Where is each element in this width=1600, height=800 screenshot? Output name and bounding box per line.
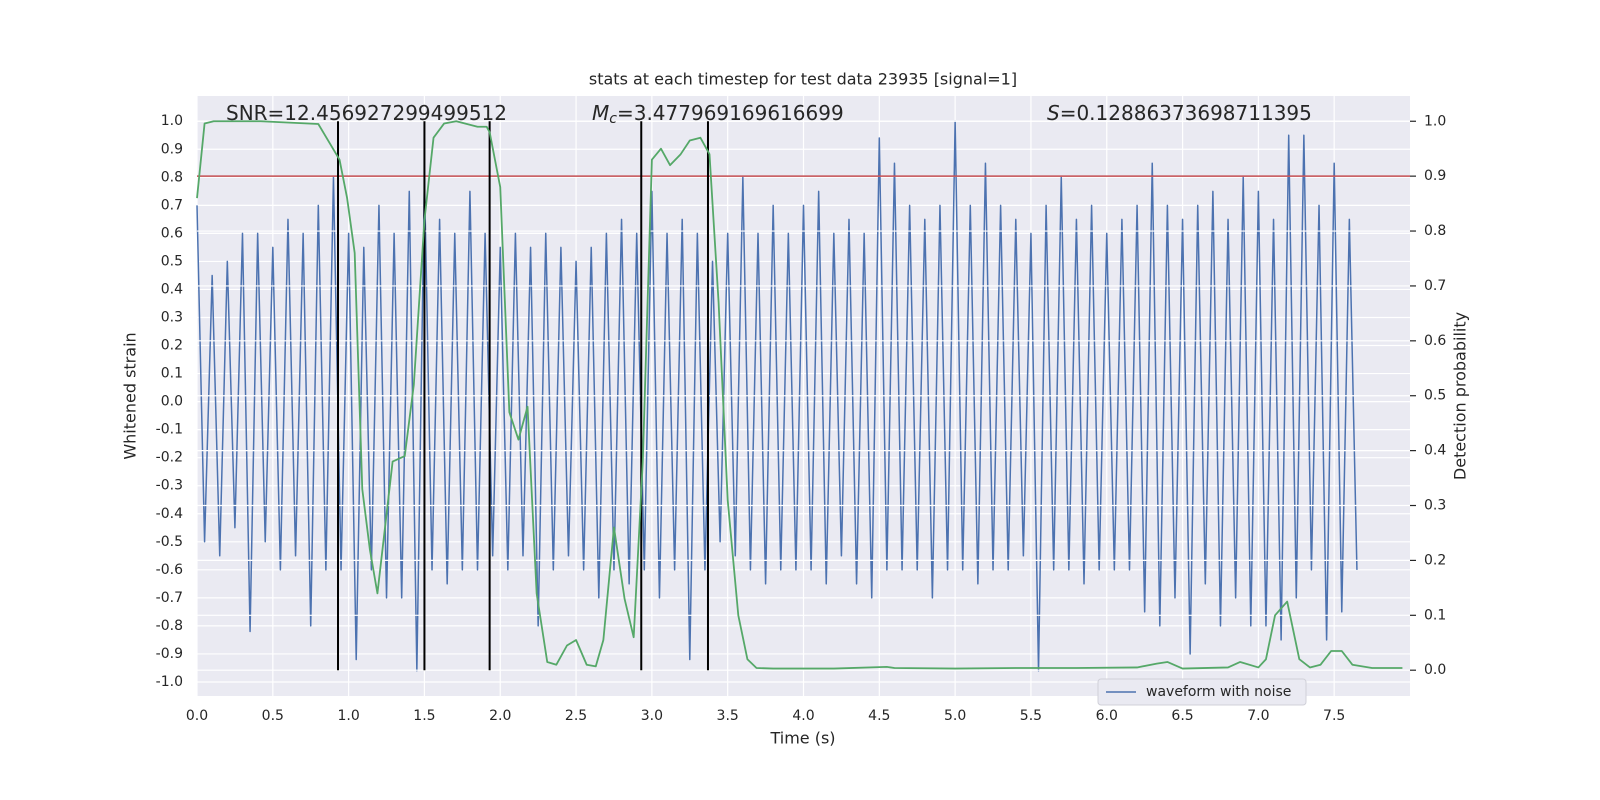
annotation: Mc=3.477969169616699 — [592, 101, 844, 128]
annotation-symbol: M — [592, 101, 609, 125]
y2-tick-label: 0.8 — [1424, 223, 1446, 239]
y-tick-label: -0.5 — [156, 534, 183, 550]
legend-label: waveform with noise — [1146, 684, 1291, 700]
x-tick-label: 2.5 — [565, 708, 587, 724]
y2-tick-label: 0.6 — [1424, 333, 1446, 349]
x-tick-label: 4.5 — [868, 708, 890, 724]
x-axis-label: Time (s) — [769, 729, 835, 748]
y2-tick-label: 0.1 — [1424, 607, 1446, 623]
y-axis-label: Whitened strain — [121, 332, 140, 459]
y-tick-label: -0.2 — [156, 450, 183, 466]
y2-axis-label: Detection probability — [1451, 312, 1470, 480]
legend: waveform with noise — [1097, 678, 1307, 706]
y2-tick-label: 0.5 — [1424, 388, 1446, 404]
y2-tick-label: 0.0 — [1424, 662, 1446, 678]
legend-box — [1097, 678, 1307, 706]
annotation-subscript: c — [609, 111, 617, 127]
overlay-layer — [196, 120, 1410, 671]
x-tick-label: 7.0 — [1247, 708, 1269, 724]
x-tick-label: 6.0 — [1096, 708, 1118, 724]
data-layer — [196, 120, 1358, 672]
y-tick-label: 0.1 — [161, 366, 183, 382]
y-tick-label: -1.0 — [156, 674, 183, 690]
annotation-symbol: S — [1047, 101, 1060, 125]
x-tick-label: 2.0 — [489, 708, 511, 724]
annotation-text: =3.477969169616699 — [617, 101, 844, 125]
y-tick-label: 0.0 — [161, 394, 183, 410]
y-tick-label: -0.8 — [156, 618, 183, 634]
x-tick-label: 6.5 — [1171, 708, 1193, 724]
probability-line — [196, 120, 1403, 670]
x-tick-label: 3.0 — [641, 708, 663, 724]
annotation: SNR=12.456927299499512 — [226, 101, 507, 125]
y-tick-label: 0.3 — [161, 309, 183, 325]
annotation-text: =0.12886373698711395 — [1060, 101, 1312, 125]
x-tick-label: 5.5 — [1020, 708, 1042, 724]
y-tick-label: 0.4 — [161, 281, 183, 297]
y-tick-label: -0.7 — [156, 590, 183, 606]
y2-tick-label: 0.7 — [1424, 278, 1446, 294]
y-tick-label: 0.8 — [161, 169, 183, 185]
waveform-line — [196, 120, 1358, 672]
annotation: S=0.12886373698711395 — [1047, 101, 1312, 125]
x-tick-label: 1.0 — [337, 708, 359, 724]
y2-tick-label: 1.0 — [1424, 113, 1446, 129]
y-tick-label: -0.9 — [156, 646, 183, 662]
x-tick-label: 5.0 — [944, 708, 966, 724]
y-tick-label: -0.1 — [156, 422, 183, 438]
chart-title: stats at each timestep for test data 239… — [589, 70, 1017, 89]
y-tick-label: 0.6 — [161, 225, 183, 241]
y-tick-label: 0.2 — [161, 338, 183, 354]
x-tick-label: 3.5 — [717, 708, 739, 724]
x-tick-label: 0.0 — [186, 708, 208, 724]
x-tick-label: 1.5 — [413, 708, 435, 724]
x-tick-label: 0.5 — [262, 708, 284, 724]
annotation-text: SNR=12.456927299499512 — [226, 101, 507, 125]
y-tick-label: -0.6 — [156, 562, 183, 578]
x-tick-label: 7.5 — [1323, 708, 1345, 724]
y2-tick-label: 0.4 — [1424, 443, 1446, 459]
y2-tick-label: 0.9 — [1424, 168, 1446, 184]
y-tick-label: 0.7 — [161, 197, 183, 213]
y2-tick-label: 0.3 — [1424, 498, 1446, 514]
y-tick-label: 0.5 — [161, 253, 183, 269]
y-tick-label: 1.0 — [161, 113, 183, 129]
y2-tick-label: 0.2 — [1424, 552, 1446, 568]
x-tick-label: 4.0 — [792, 708, 814, 724]
y-tick-label: -0.4 — [156, 506, 183, 522]
y-tick-label: -0.3 — [156, 478, 183, 494]
y-tick-label: 0.9 — [161, 141, 183, 157]
